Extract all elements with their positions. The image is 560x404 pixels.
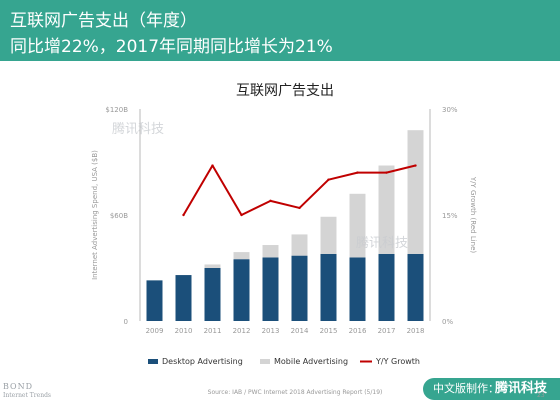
desktop-bar: [320, 253, 337, 321]
slide-header: 互联网广告支出（年度） 同比增22%，2017年同期同比增长为21%: [0, 0, 560, 61]
x-tick-label: 2017: [378, 327, 396, 335]
growth-point: [269, 199, 272, 203]
y2-tick-label: 15%: [442, 212, 458, 220]
x-tick-label: 2015: [320, 327, 338, 335]
mobile-bar: [320, 216, 337, 254]
chinese-edition-badge: 中文版制作： 腾讯科技: [423, 378, 560, 400]
growth-point: [327, 178, 330, 181]
growth-point: [356, 171, 359, 174]
mobile-bar: [233, 252, 250, 260]
mobile-bar: [378, 165, 395, 254]
y-tick-label: $120B: [105, 106, 128, 114]
x-tick-label: 2013: [262, 327, 280, 335]
growth-point: [240, 213, 243, 217]
desktop-bar: [291, 255, 308, 321]
legend-swatch-desktop: [148, 359, 158, 364]
x-tick-label: 2014: [291, 327, 309, 335]
chart: 互联网广告支出 0 $60B $120B 0% 15% 30% Internet Advert…: [91, 83, 477, 366]
mobile-bar: [204, 264, 221, 268]
x-tick-label: 2018: [407, 327, 425, 335]
source-note: Source: IAB / PWC Internet 2018 Advertis…: [207, 389, 383, 396]
slide-subtitle: 同比增22%，2017年同期同比增长为21%: [10, 37, 333, 57]
desktop-bar: [378, 253, 395, 321]
badge-label: 中文版制作：: [433, 382, 499, 395]
chart-title: 互联网广告支出: [236, 83, 334, 99]
desktop-bar: [349, 257, 366, 321]
x-tick-label: 2012: [233, 327, 251, 335]
watermark-text: 腾讯科技: [356, 236, 409, 251]
legend-label: Mobile Advertising: [274, 357, 348, 366]
mobile-bar: [262, 245, 279, 258]
growth-point: [298, 206, 301, 210]
growth-point: [385, 171, 388, 174]
x-tick-label: 2009: [146, 327, 164, 335]
growth-point: [414, 164, 417, 167]
y2-axis-title: Y/Y Growth (Red Line): [469, 176, 477, 254]
desktop-bar: [204, 268, 221, 321]
mobile-bar: [407, 130, 424, 254]
mobile-bar: [349, 193, 366, 258]
page-number: 23: [537, 392, 545, 399]
y-tick-label: 0: [124, 318, 128, 326]
y2-tick-label: 30%: [442, 106, 458, 114]
brand-subtitle: Internet Trends: [3, 392, 52, 399]
desktop-bar: [407, 253, 424, 321]
mobile-bar: [291, 234, 308, 256]
x-tick-label: 2010: [175, 327, 193, 335]
x-tick-label: 2011: [204, 327, 222, 335]
slide-title: 互联网广告支出（年度）: [10, 11, 197, 31]
footer-brand: BOND Internet Trends: [3, 382, 51, 400]
desktop-bar: [262, 257, 279, 321]
y-tick-label: $60B: [110, 212, 128, 220]
desktop-bar: [175, 275, 192, 321]
y-axis-title: Internet Advertising Spend, USA ($B): [91, 150, 99, 280]
legend-label: Y/Y Growth: [375, 357, 420, 366]
badge-logo-text: 腾讯科技: [495, 381, 548, 396]
watermark-text: 腾讯科技: [112, 122, 165, 137]
desktop-bar: [233, 259, 250, 321]
legend-swatch-mobile: [260, 359, 270, 364]
brand-name: BOND: [3, 382, 33, 391]
growth-point: [182, 213, 185, 217]
y2-tick-label: 0%: [442, 318, 453, 326]
x-tick-label: 2016: [349, 327, 367, 335]
desktop-bar: [146, 280, 163, 321]
growth-point: [211, 164, 214, 167]
legend-label: Desktop Advertising: [162, 357, 243, 366]
